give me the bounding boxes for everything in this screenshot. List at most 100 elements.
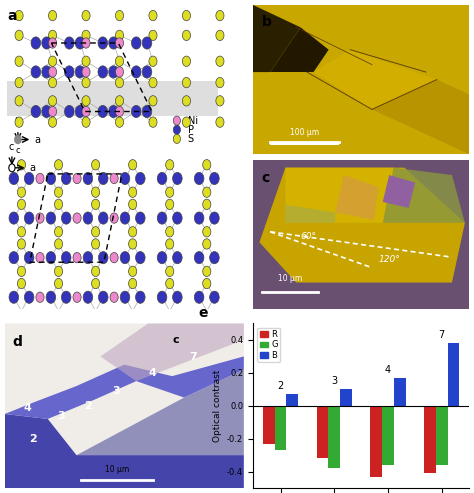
Circle shape bbox=[142, 106, 152, 118]
Circle shape bbox=[110, 174, 118, 184]
Circle shape bbox=[82, 96, 90, 106]
Circle shape bbox=[173, 291, 182, 303]
Polygon shape bbox=[5, 356, 244, 419]
Circle shape bbox=[9, 173, 18, 184]
Text: b: b bbox=[262, 15, 272, 30]
Bar bbox=[447, 343, 459, 406]
Circle shape bbox=[110, 213, 118, 223]
Circle shape bbox=[203, 187, 211, 197]
Text: 3: 3 bbox=[331, 376, 337, 386]
Circle shape bbox=[36, 252, 44, 263]
Text: b: b bbox=[14, 117, 20, 127]
Circle shape bbox=[62, 251, 71, 264]
Circle shape bbox=[48, 56, 56, 67]
Circle shape bbox=[9, 251, 18, 264]
Circle shape bbox=[194, 173, 204, 184]
Text: 4: 4 bbox=[148, 368, 156, 378]
Circle shape bbox=[99, 291, 108, 303]
Circle shape bbox=[82, 77, 90, 88]
Circle shape bbox=[136, 291, 145, 303]
Circle shape bbox=[109, 37, 118, 49]
Text: a: a bbox=[29, 164, 35, 174]
Polygon shape bbox=[285, 205, 335, 223]
Circle shape bbox=[73, 252, 81, 263]
Text: P: P bbox=[188, 125, 194, 135]
Circle shape bbox=[173, 173, 182, 184]
Circle shape bbox=[98, 37, 108, 49]
Circle shape bbox=[157, 251, 167, 264]
Circle shape bbox=[48, 77, 56, 88]
Circle shape bbox=[48, 106, 56, 117]
Circle shape bbox=[165, 227, 174, 237]
Bar bbox=[370, 406, 382, 477]
Circle shape bbox=[24, 212, 34, 224]
Circle shape bbox=[131, 66, 141, 78]
Circle shape bbox=[165, 266, 174, 277]
Circle shape bbox=[31, 37, 41, 49]
Circle shape bbox=[91, 279, 100, 289]
Circle shape bbox=[203, 279, 211, 289]
Circle shape bbox=[18, 160, 26, 170]
Circle shape bbox=[48, 10, 56, 21]
Text: 4: 4 bbox=[24, 403, 32, 413]
Circle shape bbox=[116, 106, 124, 117]
Circle shape bbox=[73, 213, 81, 223]
Circle shape bbox=[75, 106, 85, 118]
Circle shape bbox=[82, 38, 90, 48]
Text: 2: 2 bbox=[277, 381, 283, 391]
Circle shape bbox=[165, 239, 174, 249]
Circle shape bbox=[55, 160, 63, 170]
Circle shape bbox=[216, 117, 224, 127]
Circle shape bbox=[203, 160, 211, 170]
Polygon shape bbox=[5, 323, 244, 455]
Circle shape bbox=[99, 251, 108, 264]
Circle shape bbox=[203, 199, 211, 210]
Text: a: a bbox=[7, 9, 17, 24]
Circle shape bbox=[75, 66, 85, 78]
Circle shape bbox=[64, 37, 74, 49]
Polygon shape bbox=[372, 79, 469, 154]
Circle shape bbox=[48, 67, 56, 77]
Bar bbox=[436, 406, 447, 465]
Circle shape bbox=[216, 30, 224, 40]
Circle shape bbox=[83, 251, 93, 264]
Circle shape bbox=[216, 96, 224, 106]
Circle shape bbox=[194, 212, 204, 224]
Circle shape bbox=[55, 199, 63, 210]
Circle shape bbox=[173, 251, 182, 264]
Circle shape bbox=[15, 96, 23, 106]
Bar bbox=[394, 378, 406, 406]
Circle shape bbox=[149, 56, 157, 67]
Circle shape bbox=[128, 160, 137, 170]
Text: 60°: 60° bbox=[301, 232, 317, 241]
Text: 2: 2 bbox=[83, 401, 91, 411]
Circle shape bbox=[9, 212, 18, 224]
Polygon shape bbox=[253, 72, 372, 154]
Circle shape bbox=[136, 173, 145, 184]
Text: 4: 4 bbox=[385, 364, 391, 375]
Circle shape bbox=[136, 212, 145, 224]
Circle shape bbox=[131, 106, 141, 118]
Circle shape bbox=[216, 10, 224, 21]
Polygon shape bbox=[259, 168, 465, 282]
Circle shape bbox=[9, 164, 15, 172]
Circle shape bbox=[9, 291, 18, 303]
Circle shape bbox=[128, 266, 137, 277]
Circle shape bbox=[98, 66, 108, 78]
Circle shape bbox=[136, 251, 145, 264]
Circle shape bbox=[120, 173, 130, 184]
Text: Ni: Ni bbox=[188, 116, 198, 126]
Circle shape bbox=[36, 213, 44, 223]
Circle shape bbox=[91, 160, 100, 170]
Circle shape bbox=[62, 173, 71, 184]
Circle shape bbox=[216, 56, 224, 67]
Circle shape bbox=[110, 292, 118, 302]
Circle shape bbox=[173, 116, 181, 125]
Bar bbox=[317, 406, 328, 458]
Bar bbox=[328, 406, 340, 468]
Text: 10 μm: 10 μm bbox=[105, 464, 129, 474]
Circle shape bbox=[109, 66, 118, 78]
Circle shape bbox=[142, 37, 152, 49]
Circle shape bbox=[131, 37, 141, 49]
Circle shape bbox=[75, 37, 85, 49]
